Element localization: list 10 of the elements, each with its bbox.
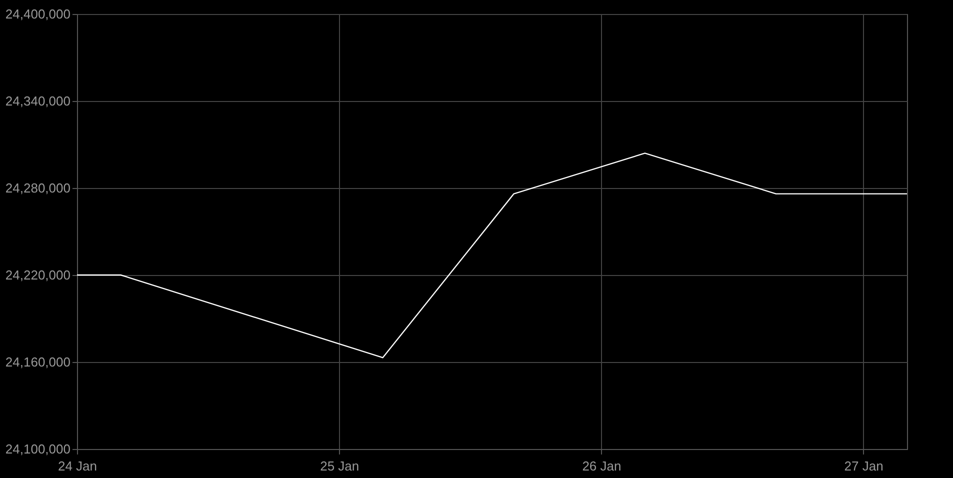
x-tick-label: 24 Jan <box>58 458 98 474</box>
x-tick-label: 25 Jan <box>320 458 360 474</box>
y-tick-label: 24,340,000 <box>5 94 70 108</box>
y-tick-label: 24,100,000 <box>5 442 70 456</box>
y-tick-label: 24,280,000 <box>5 180 70 196</box>
x-tick-label: 27 Jan <box>844 458 884 474</box>
y-tick-label: 24,400,000 <box>5 6 70 22</box>
y-tick-label: 24,160,000 <box>5 354 70 370</box>
x-tick-label: 26 Jan <box>582 458 622 474</box>
y-tick-label: 24,220,000 <box>5 268 70 282</box>
